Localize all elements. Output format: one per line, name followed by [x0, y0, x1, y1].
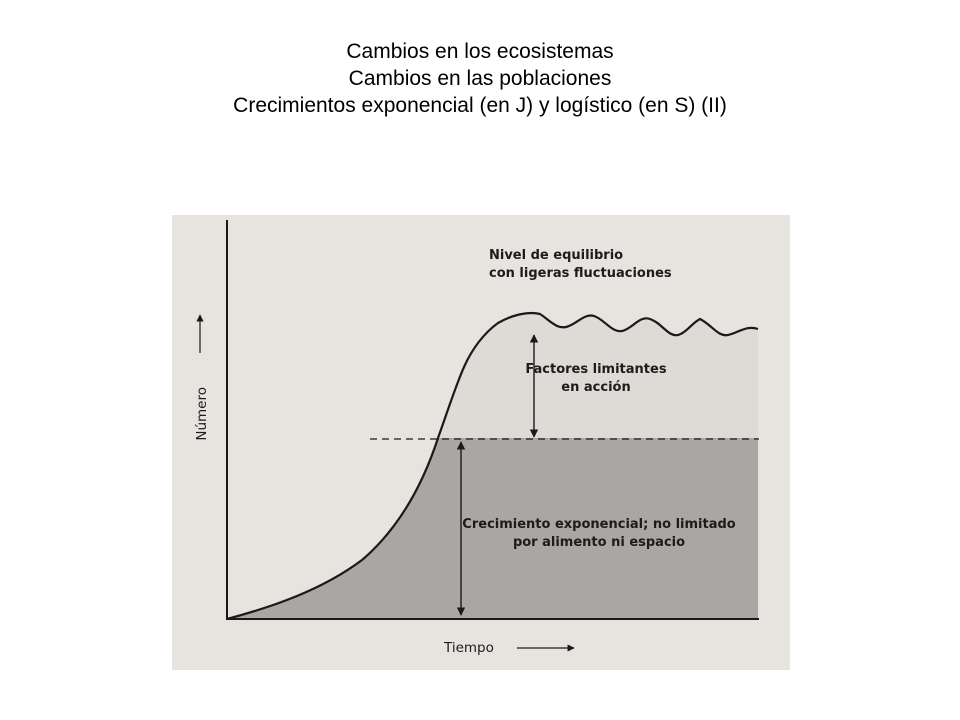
population-growth-figure: Número Tiempo Nivel de equilibrio con li…	[172, 215, 790, 670]
equilibrium-label-line-1: Nivel de equilibrio	[489, 248, 623, 263]
exponential-growth-label-line-1: Crecimiento exponencial; no limitado	[462, 517, 735, 532]
limiting-factors-label-line-1: Factores limitantes	[525, 362, 666, 377]
slide-title: Cambios en los ecosistemas Cambios en la…	[0, 38, 960, 119]
x-axis-label: Tiempo	[443, 640, 494, 656]
logistic-growth-curve	[226, 311, 759, 621]
y-axis-label-group: Número	[194, 387, 210, 441]
equilibrium-label-line-2: con ligeras fluctuaciones	[489, 266, 672, 281]
population-growth-diagram: Número Tiempo Nivel de equilibrio con li…	[194, 220, 759, 656]
title-line-1: Cambios en los ecosistemas	[346, 40, 614, 63]
y-axis-label: Número	[194, 387, 210, 441]
title-line-3: Crecimientos exponencial (en J) y logíst…	[233, 94, 727, 117]
exponential-growth-region	[227, 438, 758, 619]
title-line-2: Cambios en las poblaciones	[348, 67, 612, 90]
exponential-growth-label-line-2: por alimento ni espacio	[513, 535, 685, 550]
limiting-factors-label-line-2: en acción	[561, 380, 630, 395]
limiting-factors-region	[438, 313, 758, 438]
